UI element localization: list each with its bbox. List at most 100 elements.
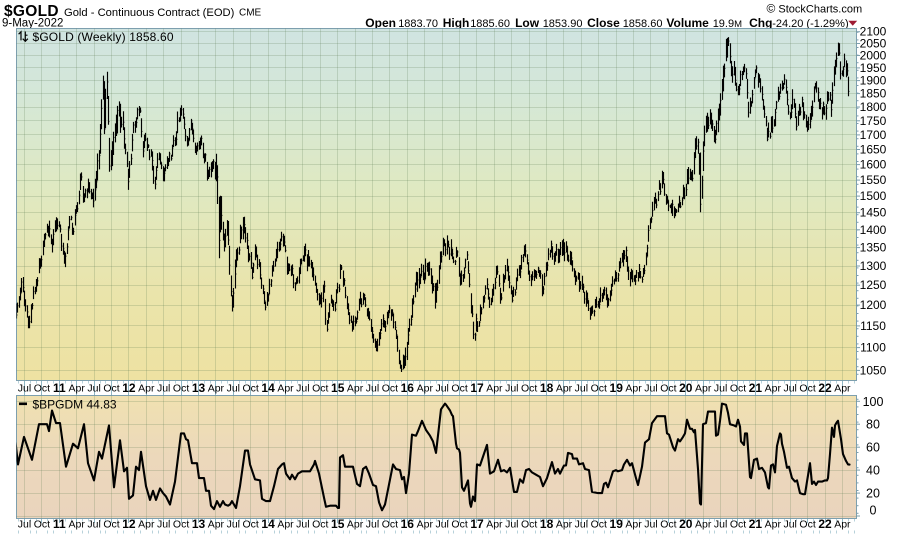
svg-text:12: 12 (122, 517, 136, 531)
svg-text:20: 20 (679, 517, 693, 531)
svg-text:11: 11 (53, 381, 66, 395)
svg-text:Oct: Oct (730, 383, 746, 395)
svg-text:17: 17 (470, 517, 484, 531)
svg-text:60: 60 (866, 441, 880, 455)
svg-text:Oct: Oct (382, 519, 398, 531)
svg-text:12: 12 (122, 381, 136, 395)
svg-text:$GOLD (Weekly) 1858.60: $GOLD (Weekly) 1858.60 (33, 30, 174, 44)
svg-text:Oct: Oct (521, 383, 537, 395)
svg-text:1250: 1250 (860, 278, 887, 292)
svg-text:-24.20 (-1.29%): -24.20 (-1.29%) (772, 18, 848, 30)
svg-text:14: 14 (261, 517, 275, 531)
svg-text:Oct: Oct (591, 519, 607, 531)
svg-text:Jul: Jul (18, 383, 31, 395)
svg-text:Oct: Oct (591, 383, 607, 395)
svg-text:Oct: Oct (660, 383, 676, 395)
svg-text:Jul: Jul (435, 519, 448, 531)
svg-text:Oct: Oct (660, 519, 676, 531)
svg-text:Oct: Oct (103, 383, 119, 395)
svg-text:Apr: Apr (625, 519, 642, 531)
svg-text:Oct: Oct (730, 519, 746, 531)
svg-text:$BPGDM 44.83: $BPGDM 44.83 (33, 398, 117, 412)
svg-text:Jul: Jul (296, 383, 309, 395)
svg-text:Apr: Apr (765, 383, 782, 395)
svg-text:Apr: Apr (417, 383, 434, 395)
svg-text:13: 13 (192, 381, 206, 395)
svg-text:100: 100 (863, 395, 884, 409)
svg-text:1885.60: 1885.60 (470, 18, 510, 30)
svg-text:1700: 1700 (860, 128, 887, 142)
svg-text:20: 20 (866, 487, 880, 501)
svg-text:21: 21 (749, 517, 763, 531)
svg-text:14: 14 (261, 381, 275, 395)
svg-text:Apr: Apr (556, 383, 573, 395)
svg-text:1550: 1550 (860, 173, 887, 187)
svg-text:© StockCharts.com: © StockCharts.com (767, 2, 863, 16)
svg-text:High: High (443, 16, 470, 30)
svg-text:Jul: Jul (644, 519, 657, 531)
svg-text:Apr: Apr (277, 519, 294, 531)
svg-text:1400: 1400 (860, 223, 887, 237)
svg-text:1650: 1650 (860, 143, 887, 157)
svg-text:15: 15 (331, 517, 345, 531)
svg-text:Apr: Apr (208, 383, 225, 395)
svg-text:Oct: Oct (799, 519, 815, 531)
svg-text:Jul: Jul (157, 519, 170, 531)
svg-text:Apr: Apr (695, 383, 712, 395)
svg-text:0: 0 (870, 504, 877, 518)
svg-text:Jul: Jul (575, 519, 588, 531)
svg-text:1900: 1900 (860, 74, 887, 88)
svg-text:2100: 2100 (860, 25, 887, 39)
svg-text:Apr: Apr (347, 519, 364, 531)
svg-text:Oct: Oct (382, 383, 398, 395)
svg-text:Apr: Apr (138, 519, 155, 531)
svg-text:1450: 1450 (860, 206, 887, 220)
svg-text:18: 18 (540, 381, 554, 395)
svg-text:20: 20 (679, 381, 693, 395)
svg-text:Apr: Apr (138, 383, 155, 395)
svg-text:11: 11 (53, 517, 66, 531)
svg-text:Jul: Jul (227, 383, 240, 395)
svg-text:Apr: Apr (277, 383, 294, 395)
svg-text:Oct: Oct (451, 519, 467, 531)
svg-text:Jul: Jul (87, 383, 100, 395)
svg-text:19.9M: 19.9M (713, 18, 742, 30)
svg-text:Apr: Apr (556, 519, 573, 531)
svg-text:Jul: Jul (505, 519, 518, 531)
svg-text:1853.90: 1853.90 (543, 18, 583, 30)
svg-text:Apr: Apr (486, 383, 503, 395)
svg-text:Jul: Jul (18, 519, 31, 531)
svg-text:Apr: Apr (417, 519, 434, 531)
svg-text:$GOLD: $GOLD (4, 3, 59, 20)
svg-text:1050: 1050 (860, 363, 887, 377)
svg-text:Jul: Jul (644, 383, 657, 395)
svg-text:13: 13 (192, 517, 206, 531)
svg-text:Jul: Jul (157, 383, 170, 395)
svg-text:Jul: Jul (227, 519, 240, 531)
svg-text:19: 19 (610, 517, 624, 531)
svg-text:Jul: Jul (366, 383, 379, 395)
svg-text:19: 19 (610, 381, 624, 395)
svg-text:Jul: Jul (714, 519, 727, 531)
svg-text:9-May-2022: 9-May-2022 (2, 18, 63, 30)
svg-text:Apr: Apr (625, 383, 642, 395)
svg-text:2000: 2000 (860, 49, 887, 63)
svg-text:16: 16 (401, 381, 415, 395)
svg-text:Apr: Apr (347, 383, 364, 395)
svg-text:1350: 1350 (860, 241, 887, 255)
svg-text:1950: 1950 (860, 61, 887, 75)
svg-text:Close: Close (587, 16, 620, 30)
svg-text:Apr: Apr (69, 383, 86, 395)
svg-text:15: 15 (331, 381, 345, 395)
svg-text:22: 22 (818, 517, 832, 531)
svg-text:1600: 1600 (860, 158, 887, 172)
svg-text:1100: 1100 (860, 341, 886, 355)
svg-text:Oct: Oct (173, 519, 189, 531)
svg-text:17: 17 (470, 381, 484, 395)
svg-text:1150: 1150 (860, 319, 886, 333)
svg-text:Apr: Apr (695, 519, 712, 531)
svg-text:Apr: Apr (486, 519, 503, 531)
svg-text:Oct: Oct (34, 383, 50, 395)
svg-text:Jul: Jul (296, 519, 309, 531)
svg-text:Low: Low (515, 16, 540, 30)
